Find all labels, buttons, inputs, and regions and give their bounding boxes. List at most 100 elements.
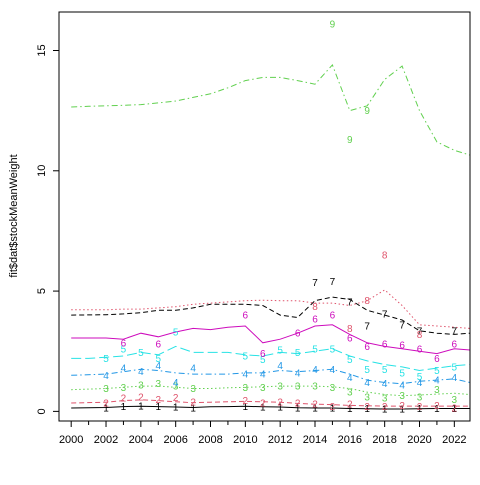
data-point-label: 3 xyxy=(399,391,405,402)
data-point-label: 4 xyxy=(295,368,301,379)
data-point-label: 4 xyxy=(330,365,336,376)
data-point-label: 2 xyxy=(277,397,283,408)
data-point-label: 6 xyxy=(417,344,423,355)
data-point-label: 8 xyxy=(382,251,388,262)
data-point-label: 4 xyxy=(277,361,283,372)
data-point-label: 3 xyxy=(121,383,127,394)
x-tick-label: 2000 xyxy=(59,434,83,446)
data-point-label: 2 xyxy=(312,400,318,411)
data-point-label: 2 xyxy=(138,392,144,403)
x-tick-label: 2016 xyxy=(338,434,362,446)
data-point-label: 2 xyxy=(364,402,370,413)
x-tick-label: 2004 xyxy=(129,434,153,446)
data-point-label: 7 xyxy=(452,326,458,337)
data-point-label: 1 xyxy=(382,405,388,416)
data-point-label: 2 xyxy=(417,402,423,413)
series-line-2-1 xyxy=(71,399,470,407)
data-point-label: 1 xyxy=(243,402,249,413)
data-point-label: 5 xyxy=(330,344,336,355)
data-point-label: 7 xyxy=(399,320,405,331)
data-point-label: 2 xyxy=(347,400,353,411)
data-point-label: 5 xyxy=(243,352,249,363)
data-point-label: 1 xyxy=(452,404,458,415)
x-tick-label: 2014 xyxy=(303,434,327,446)
data-point-label: 1 xyxy=(295,403,301,414)
data-point-label: 7 xyxy=(417,326,423,337)
x-tick-label: 2022 xyxy=(442,434,466,446)
y-tick-label: 10 xyxy=(36,165,48,177)
data-point-label: 2 xyxy=(260,399,266,410)
data-point-label: 3 xyxy=(295,382,301,393)
data-point-label: 5 xyxy=(434,366,440,377)
series-line-8-7 xyxy=(71,289,471,329)
data-point-label: 3 xyxy=(434,385,440,396)
data-point-label: 8 xyxy=(347,324,353,335)
y-tick-label: 5 xyxy=(36,288,48,294)
data-point-label: 2 xyxy=(295,399,301,410)
data-point-label: 3 xyxy=(364,392,370,403)
series-line-6-5 xyxy=(71,324,471,355)
data-point-label: 4 xyxy=(190,364,196,375)
x-tick-label: 2006 xyxy=(163,434,187,446)
x-tick-label: 2012 xyxy=(268,434,292,446)
data-point-label: 1 xyxy=(173,403,179,414)
data-point-label: 1 xyxy=(330,404,336,415)
data-point-label: 1 xyxy=(103,403,109,414)
series-line-3-2 xyxy=(71,385,471,397)
data-point-label: 5 xyxy=(103,354,109,365)
data-point-label: 5 xyxy=(452,362,458,373)
data-point-label: 4 xyxy=(347,373,353,384)
x-tick-label: 2018 xyxy=(372,434,396,446)
data-point-label: 1 xyxy=(277,403,283,414)
data-point-label: 6 xyxy=(295,329,301,340)
data-point-label: 5 xyxy=(364,365,370,376)
series-lines xyxy=(71,63,471,410)
data-point-label: 3 xyxy=(452,395,458,406)
data-point-label: 4 xyxy=(452,373,458,384)
data-point-label: 3 xyxy=(417,392,423,403)
data-point-label: 2 xyxy=(190,397,196,408)
data-point-label: 2 xyxy=(156,395,162,406)
data-point-label: 3 xyxy=(173,382,179,393)
data-point-label: 6 xyxy=(399,341,405,352)
data-point-label: 4 xyxy=(382,379,388,390)
data-point-label: 1 xyxy=(156,402,162,413)
data-point-label: 3 xyxy=(347,388,353,399)
data-point-label: 5 xyxy=(417,372,423,383)
data-point-label: 7 xyxy=(364,322,370,333)
data-point-label: 6 xyxy=(243,311,249,322)
data-point-label: 5 xyxy=(138,348,144,359)
data-point-label: 7 xyxy=(347,297,353,308)
data-point-label: 3 xyxy=(260,383,266,394)
data-point-label: 1 xyxy=(417,404,423,415)
data-point-label: 2 xyxy=(399,401,405,412)
data-point-label: 5 xyxy=(260,355,266,366)
data-point-label: 5 xyxy=(399,368,405,379)
data-point-label: 2 xyxy=(243,396,249,407)
x-tick-label: 2002 xyxy=(94,434,118,446)
data-point-label: 4 xyxy=(121,364,127,375)
data-point-label: 2 xyxy=(121,394,127,405)
data-point-label: 5 xyxy=(173,328,179,339)
data-point-label: 3 xyxy=(382,394,388,405)
data-point-label: 7 xyxy=(330,277,336,288)
data-point-label: 7 xyxy=(312,278,318,289)
data-point-label: 9 xyxy=(347,135,353,146)
data-point-label: 6 xyxy=(260,349,266,360)
data-point-label: 9 xyxy=(364,106,370,117)
data-point-label: 6 xyxy=(364,342,370,353)
data-point-label: 8 xyxy=(312,302,318,313)
data-point-label: 6 xyxy=(156,340,162,351)
data-point-label: 4 xyxy=(260,370,266,381)
x-tick-label: 2020 xyxy=(407,434,431,446)
data-point-label: 3 xyxy=(330,383,336,394)
data-point-label: 2 xyxy=(173,393,179,404)
data-point-label: 7 xyxy=(382,309,388,320)
data-point-label: 6 xyxy=(330,311,336,322)
data-point-label: 1 xyxy=(434,404,440,415)
data-point-label: 3 xyxy=(138,380,144,391)
data-point-label: 3 xyxy=(312,382,318,393)
series-line-7-6 xyxy=(71,296,471,335)
